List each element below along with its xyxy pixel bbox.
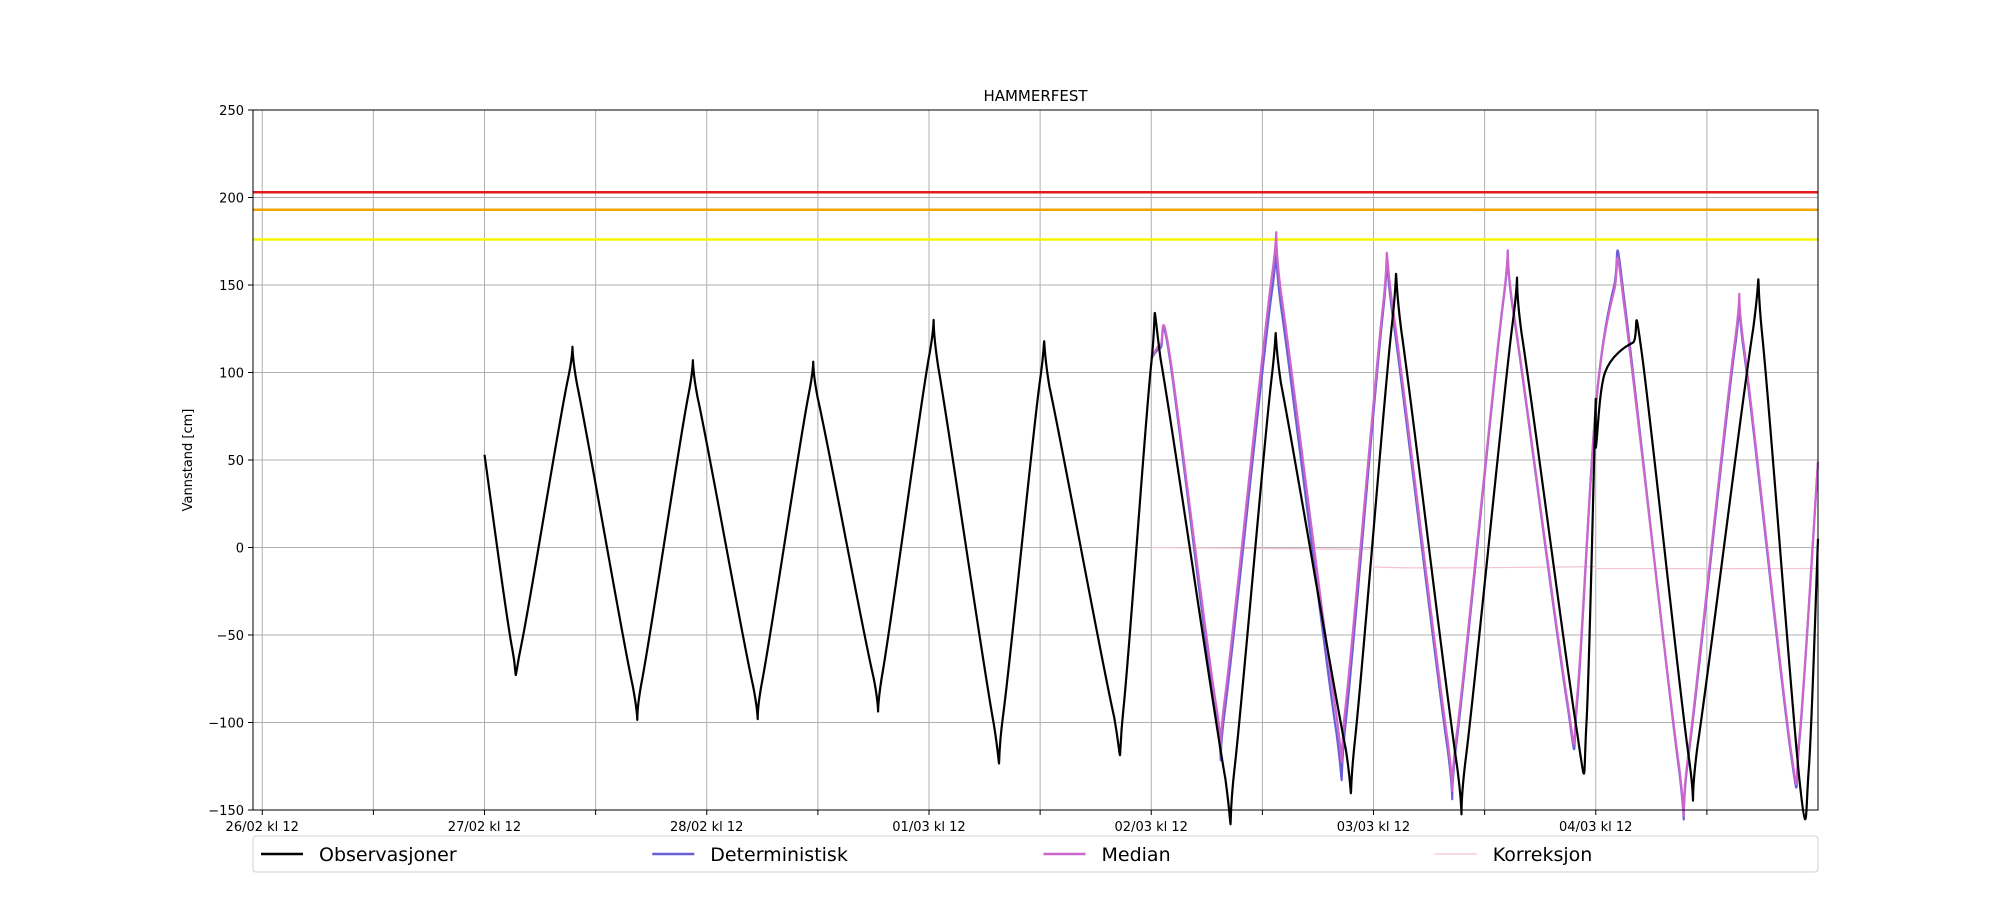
y-tick-label: 50 <box>227 454 244 469</box>
y-axis-label: Vannstand [cm] <box>181 409 196 512</box>
threshold-lines <box>253 191 1818 241</box>
y-tick-label: 100 <box>219 367 244 382</box>
x-tick-label: 04/03 kl 12 <box>1559 820 1632 835</box>
x-axis: 26/02 kl 12 27/02 kl 12 28/02 kl 12 01/03 k… <box>226 810 1708 835</box>
legend-label-deterministisk: Deterministisk <box>710 844 848 866</box>
x-tick-label: 03/03 kl 12 <box>1337 820 1410 835</box>
y-axis: −150 −100 −50 0 50 100 150 200 250 <box>208 104 253 819</box>
series-lines <box>483 231 1820 826</box>
chart-title: HAMMERFEST <box>983 87 1088 105</box>
grid <box>253 109 1818 811</box>
legend-box <box>252 835 1819 873</box>
x-tick-label: 26/02 kl 12 <box>226 820 299 835</box>
y-tick-label: 0 <box>236 542 244 557</box>
legend-label-median: Median <box>1102 844 1171 866</box>
legend-label-observasjoner: Observasjoner <box>319 844 457 866</box>
y-tick-label: 150 <box>219 279 244 294</box>
legend: Observasjoner Deterministisk Median Korreks… <box>252 835 1819 873</box>
y-tick-label: 200 <box>219 192 244 207</box>
y-tick-label: −100 <box>208 717 244 732</box>
series-line-observasjoner <box>483 272 1820 826</box>
x-tick-label: 02/03 kl 12 <box>1115 820 1188 835</box>
series-line-korreksjon <box>1151 546 1819 570</box>
x-tick-label: 27/02 kl 12 <box>448 820 521 835</box>
x-tick-label: 01/03 kl 12 <box>892 820 965 835</box>
y-tick-label: −50 <box>217 629 244 644</box>
y-tick-label: 250 <box>219 104 244 119</box>
legend-label-korreksjon: Korreksjon <box>1493 844 1593 866</box>
series-line-median <box>1150 231 1820 817</box>
x-tick-label: 28/02 kl 12 <box>670 820 743 835</box>
y-tick-label: −150 <box>208 804 244 819</box>
